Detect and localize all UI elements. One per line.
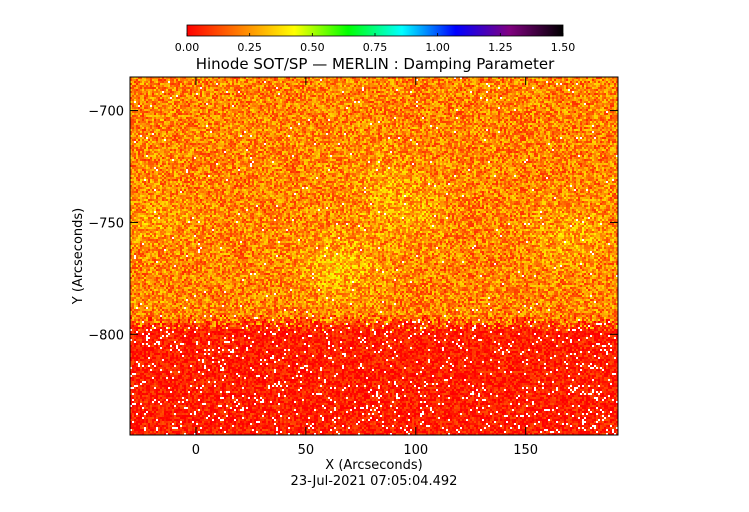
x-tick-label: 150 bbox=[513, 443, 538, 458]
y-axis-label: Y (Arcseconds) bbox=[71, 208, 86, 305]
timestamp-footer: 23-Jul-2021 07:05:04.492 bbox=[291, 474, 458, 489]
y-tick-label: −750 bbox=[88, 216, 124, 231]
colorbar-tick-label: 0.50 bbox=[300, 41, 325, 54]
y-tick-label: −800 bbox=[88, 328, 124, 343]
y-axis-ticks bbox=[130, 110, 618, 335]
x-axis-tick-labels: 0 50 100 150 bbox=[192, 443, 538, 458]
colorbar-tick-label: 0.75 bbox=[363, 41, 388, 54]
x-tick-label: 100 bbox=[403, 443, 428, 458]
colorbar-tick-label: 1.00 bbox=[425, 41, 450, 54]
colorbar-tick-label: 0.25 bbox=[237, 41, 262, 54]
colorbar-tick-label: 0.00 bbox=[175, 41, 200, 54]
colorbar-tick-label: 1.25 bbox=[488, 41, 513, 54]
plot-frame bbox=[129, 76, 619, 436]
x-axis-ticks bbox=[195, 77, 527, 435]
chart-title: Hinode SOT/SP — MERLIN : Damping Paramet… bbox=[196, 55, 555, 73]
x-tick-label: 0 bbox=[192, 443, 200, 458]
colorbar-tick-label: 1.50 bbox=[551, 41, 576, 54]
x-axis-label: X (Arcseconds) bbox=[325, 458, 422, 473]
y-axis-tick-labels: −700 −750 −800 bbox=[88, 105, 124, 344]
colorbar-ticks bbox=[186, 33, 564, 36]
y-tick-label: −700 bbox=[88, 105, 124, 120]
colorbar-tick-labels: 0.00 0.25 0.50 0.75 1.00 1.25 1.50 bbox=[175, 41, 576, 54]
x-tick-label: 50 bbox=[298, 443, 315, 458]
heatmap-image bbox=[130, 77, 618, 435]
